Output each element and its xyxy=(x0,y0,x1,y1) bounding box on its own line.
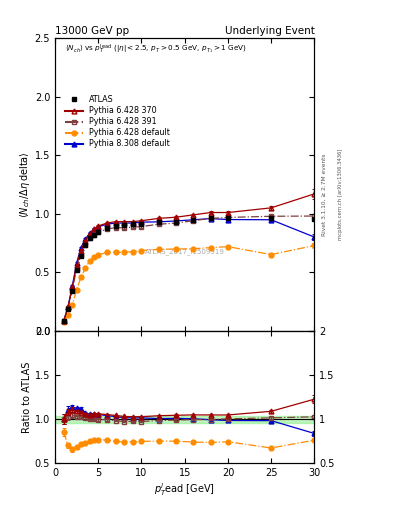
Text: Rivet 3.1.10, ≥ 2.7M events: Rivet 3.1.10, ≥ 2.7M events xyxy=(322,153,327,236)
Y-axis label: $\langle N_{ch} / \Delta\eta\,\mathrm{delta}\rangle$: $\langle N_{ch} / \Delta\eta\,\mathrm{de… xyxy=(18,151,32,218)
Y-axis label: Ratio to ATLAS: Ratio to ATLAS xyxy=(22,361,32,433)
X-axis label: $p_T^l$ead [GeV]: $p_T^l$ead [GeV] xyxy=(154,481,215,498)
Text: 13000 GeV pp: 13000 GeV pp xyxy=(55,26,129,36)
Text: ATLAS_2017_I1509919: ATLAS_2017_I1509919 xyxy=(145,248,225,255)
Bar xyxy=(55,416,314,422)
Text: $\langle N_{ch}\rangle$ vs $p_T^{\rm lead}$ ($|\eta|<2.5,\,p_T>0.5$ GeV$,\,p_{T_: $\langle N_{ch}\rangle$ vs $p_T^{\rm lea… xyxy=(65,43,247,56)
Legend: ATLAS, Pythia 6.428 370, Pythia 6.428 391, Pythia 6.428 default, Pythia 8.308 de: ATLAS, Pythia 6.428 370, Pythia 6.428 39… xyxy=(62,92,173,152)
Text: Underlying Event: Underlying Event xyxy=(224,26,314,36)
Text: mcplots.cern.ch [arXiv:1306.3436]: mcplots.cern.ch [arXiv:1306.3436] xyxy=(338,149,343,240)
